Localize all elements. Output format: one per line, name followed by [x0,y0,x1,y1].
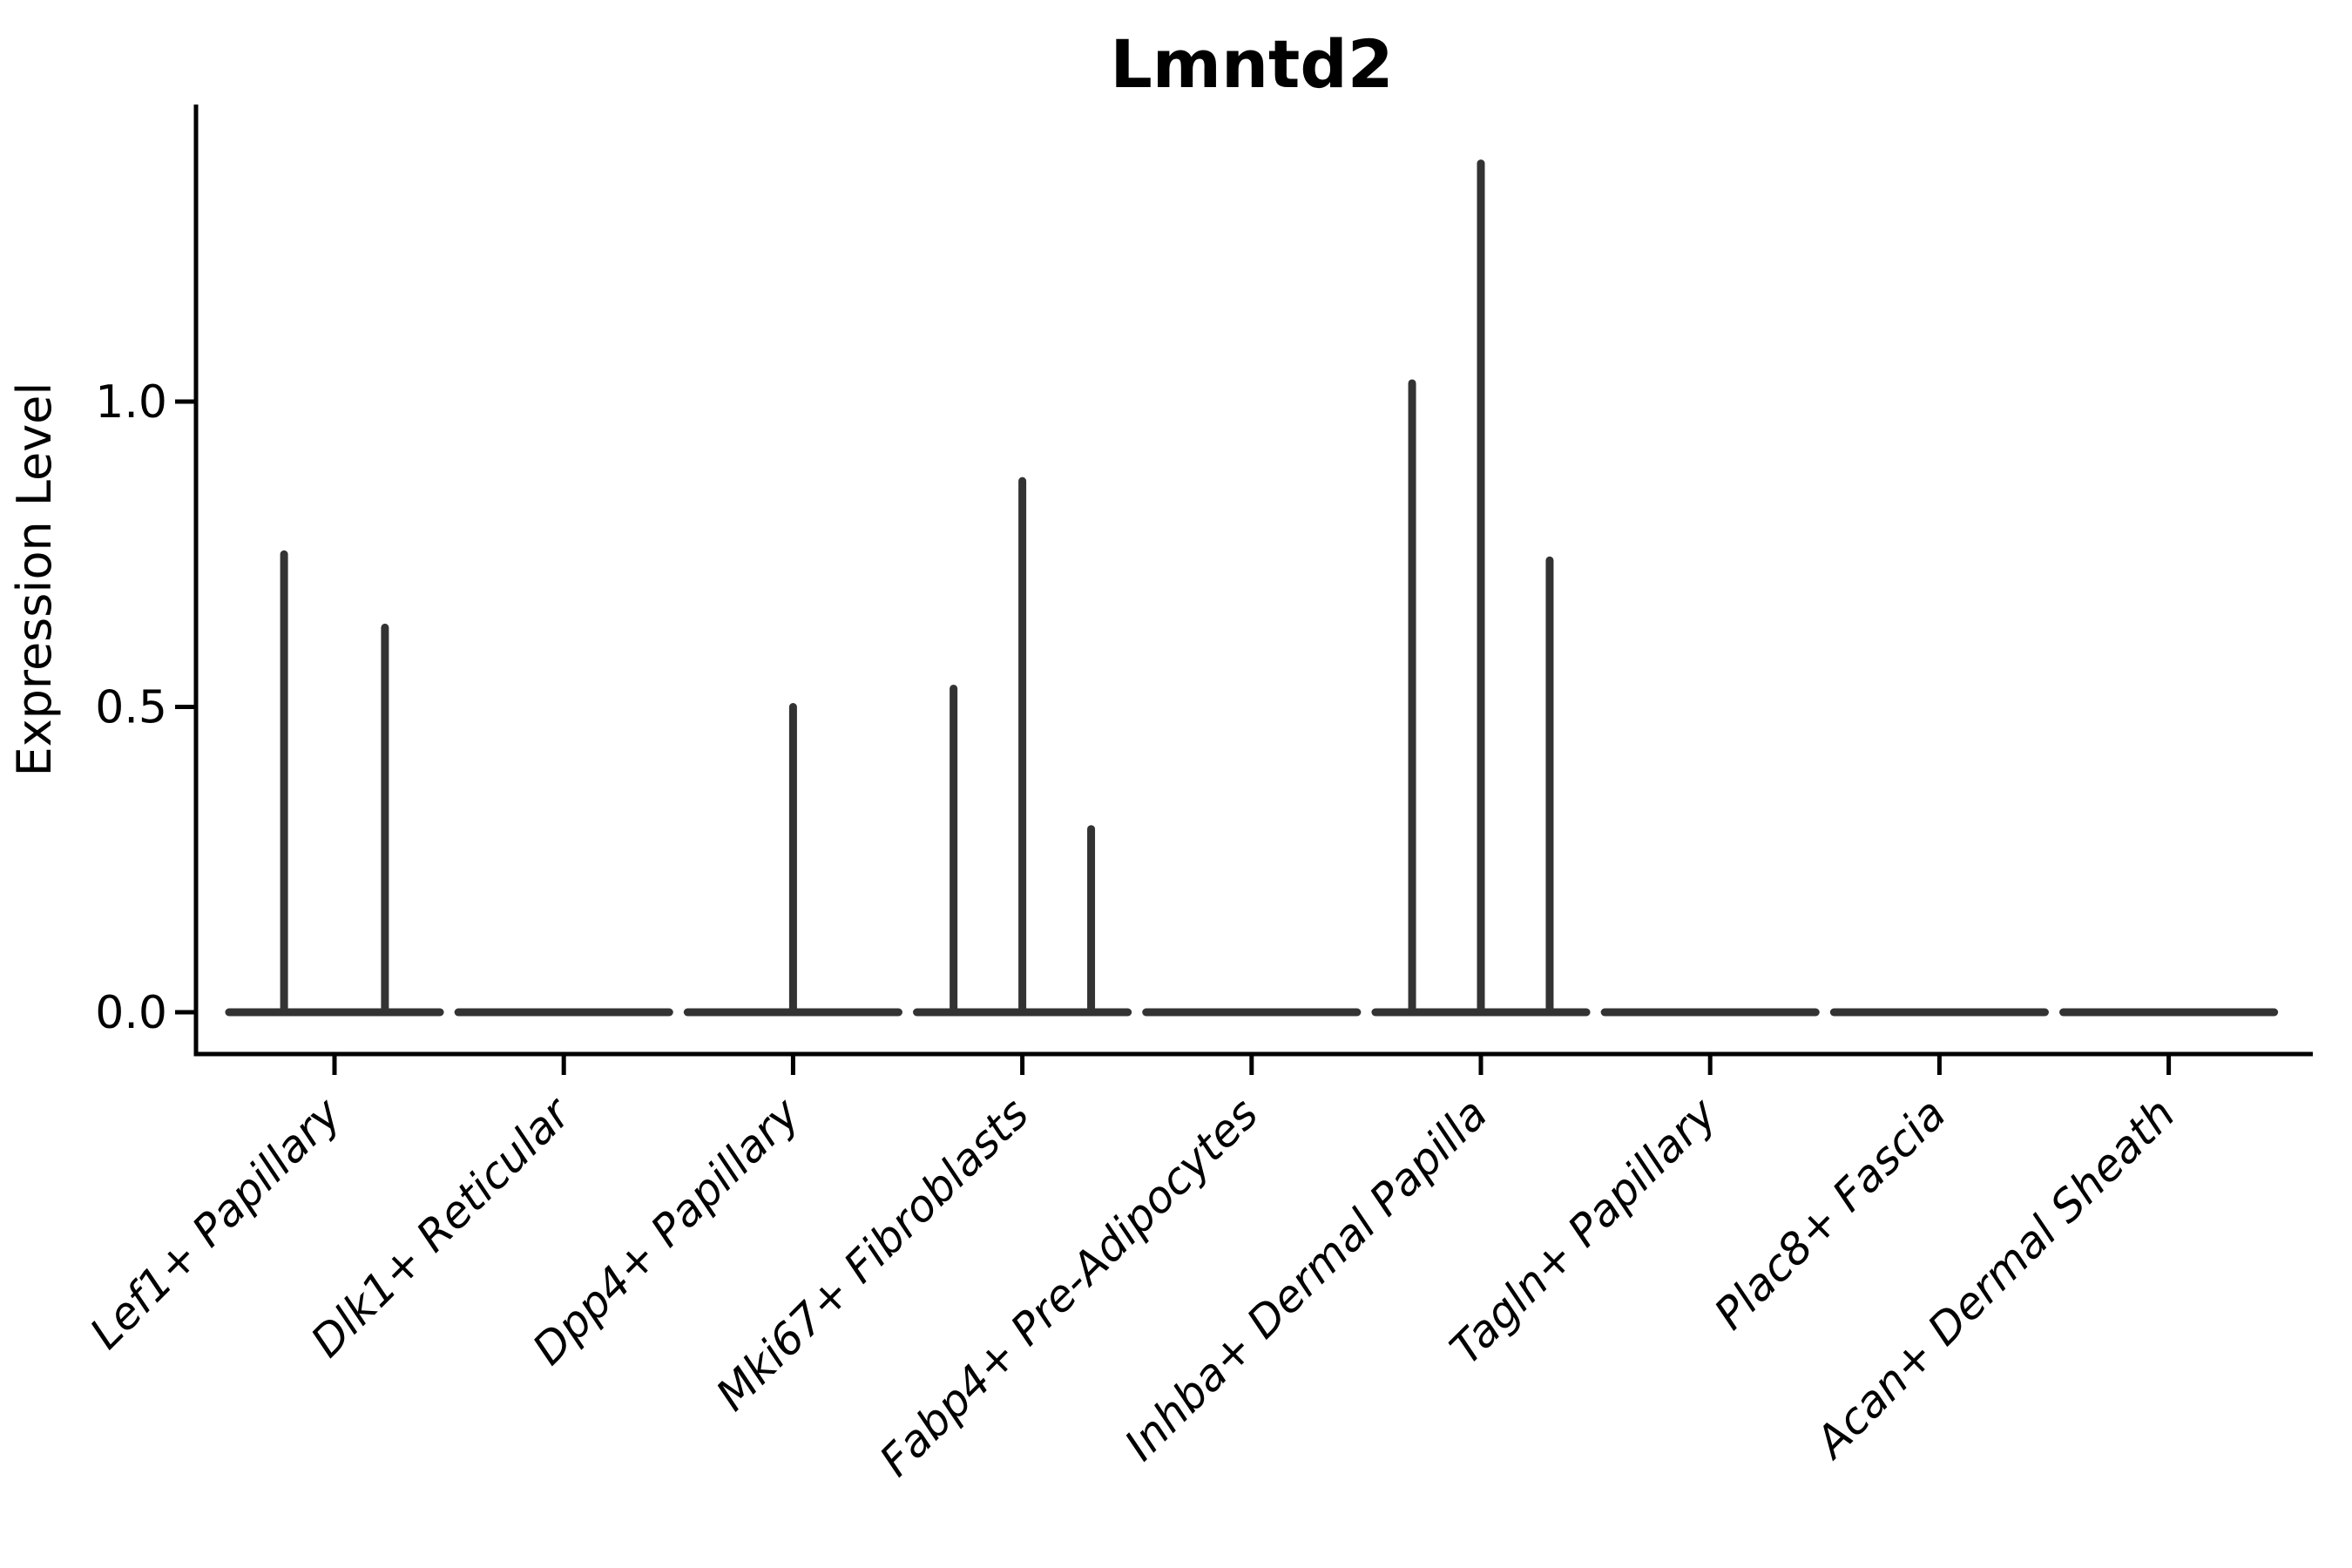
chart-title: Lmntd2 [1110,25,1393,103]
violins-layer [225,159,2279,1017]
violin-2 [683,703,902,1017]
x-tick-label-5: Inhba+ Dermal Papilla [1115,1088,1497,1470]
y-tick-label-0: 0.0 [95,987,167,1039]
violin-0 [225,550,444,1017]
axes-layer [175,105,2313,1075]
y-tick-labels: 0.0 0.5 1.0 [95,376,167,1039]
x-tick-label-7: Plac8+ Fascia [1705,1088,1956,1339]
y-tick-label-1: 0.5 [95,682,167,734]
x-tick-label-8: Acan+ Dermal Sheath [1804,1088,2185,1469]
y-axis-label: Expression Level [7,382,62,777]
y-tick-label-2: 1.0 [95,376,167,429]
x-tick-label-0: Lef1+ Papillary [80,1087,351,1358]
x-tick-label-4: Fabp4+ Pre-Adipocytes [870,1088,1268,1486]
violin-3 [913,476,1132,1017]
violin-5 [1371,159,1591,1017]
